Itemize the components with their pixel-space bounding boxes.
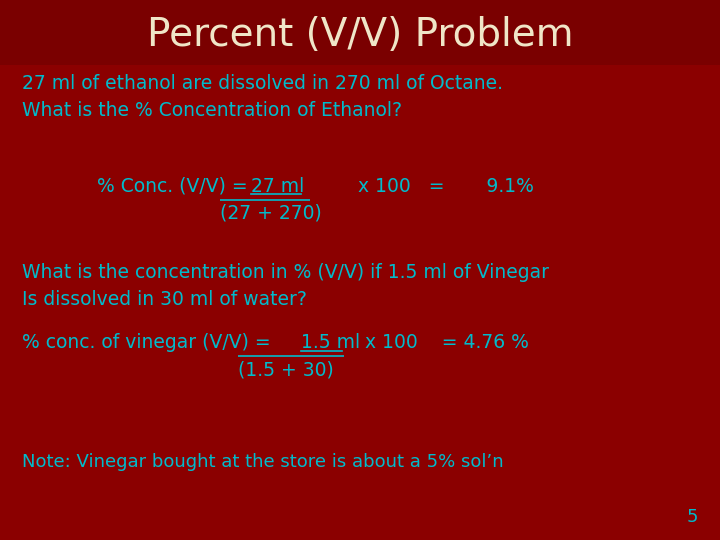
Text: What is the % Concentration of Ethanol?: What is the % Concentration of Ethanol?	[22, 101, 402, 120]
Text: Is dissolved in 30 ml of water?: Is dissolved in 30 ml of water?	[22, 290, 307, 309]
Text: (27 + 270): (27 + 270)	[220, 204, 321, 223]
Text: x 100   =       9.1%: x 100 = 9.1%	[310, 177, 534, 196]
Text: x 100    = 4.76 %: x 100 = 4.76 %	[347, 333, 529, 353]
Text: Percent (V/V) Problem: Percent (V/V) Problem	[147, 16, 573, 54]
Text: 27 ml: 27 ml	[251, 177, 304, 196]
Text: 1.5 ml: 1.5 ml	[301, 333, 360, 353]
Text: (1.5 + 30): (1.5 + 30)	[238, 360, 333, 380]
Text: 27 ml of ethanol are dissolved in 270 ml of Octane.: 27 ml of ethanol are dissolved in 270 ml…	[22, 74, 503, 93]
Bar	[0, 0, 720, 65]
Text: 5: 5	[687, 509, 698, 526]
Text: % conc. of vinegar (V/V) =: % conc. of vinegar (V/V) =	[22, 333, 276, 353]
Text: Note: Vinegar bought at the store is about a 5% sol’n: Note: Vinegar bought at the store is abo…	[22, 453, 503, 471]
Text: % Conc. (V/V) =: % Conc. (V/V) =	[97, 177, 254, 196]
Text: What is the concentration in % (V/V) if 1.5 ml of Vinegar: What is the concentration in % (V/V) if …	[22, 263, 549, 282]
